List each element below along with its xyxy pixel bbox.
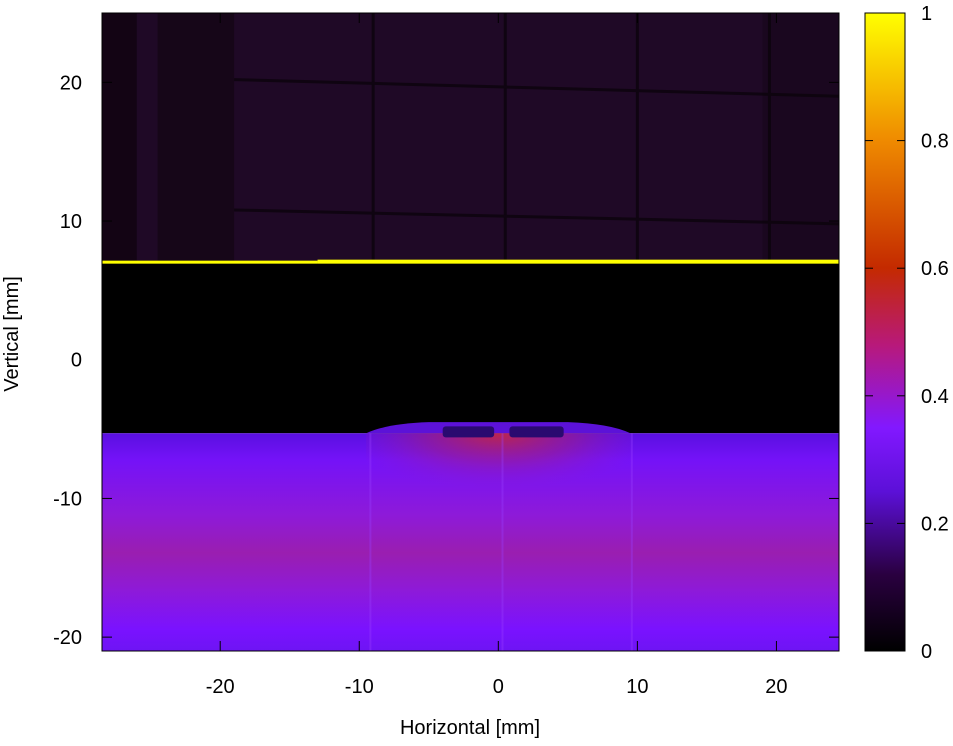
colorbar-tick-label: 0.4 [921,386,949,408]
y-tick-label: 20 [60,72,82,94]
plot-border [101,12,840,652]
x-axis-label: Horizontal [mm] [400,717,540,739]
upper-grid-pattern [234,13,839,263]
upper-grid-hline [234,78,839,98]
colorbar: 0 0.2 0.4 0.6 0.8 1 [864,3,949,663]
x-tick-label: -20 [206,676,235,698]
upper-left-dark-strip [102,13,137,263]
colorbar-gradient [864,12,906,652]
center-bump [366,422,631,434]
x-tick-label: 20 [765,676,787,698]
y-tick-label: 0 [71,350,82,372]
heatmap-image [102,13,839,651]
y-tick-label: -10 [53,488,82,510]
y-tick-label: -20 [53,627,82,649]
colorbar-tick-label: 0.2 [921,513,949,535]
upper-grid-hline [234,208,839,226]
y-axis-ticks: 20 10 0 -10 -20 [53,72,839,649]
plot-frame [101,12,840,652]
x-axis-ticks: -20 -10 0 10 20 [206,13,788,698]
colorbar-tick-label: 0.6 [921,258,949,280]
pad-left [442,426,495,438]
bright-line-right [317,259,839,264]
upper-left-dark-band [157,13,235,263]
x-tick-label: -10 [345,676,374,698]
x-tick-label: 0 [493,676,504,698]
y-tick-label: 10 [60,211,82,233]
y-axis-label: Vertical [mm] [1,276,23,392]
colorbar-tick-label: 0 [921,641,932,663]
upper-right-dark-band [762,13,839,263]
center-hot-spot [366,433,631,527]
x-tick-label: 10 [626,676,648,698]
dark-band [102,262,839,434]
colorbar-tick-label: 0.8 [921,131,949,153]
colorbar-tick-label: 1 [921,3,932,25]
pad-right [509,426,564,438]
bright-line-left [102,260,318,264]
